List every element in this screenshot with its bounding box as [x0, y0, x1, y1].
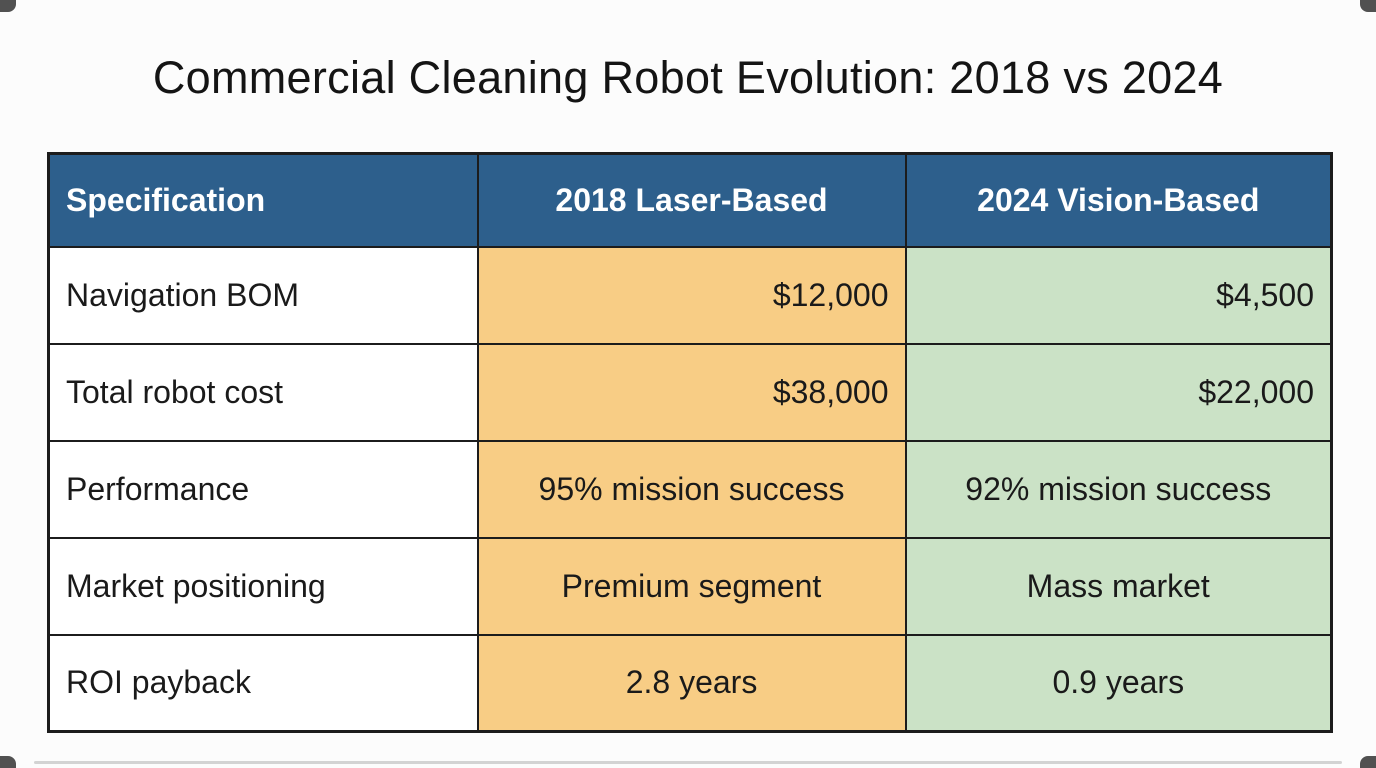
table-row: Navigation BOM $12,000 $4,500	[47, 245, 1333, 345]
value-2018-roi-payback: 2.8 years	[476, 633, 907, 733]
column-header-2018-laser: 2018 Laser-Based	[476, 152, 907, 248]
table-row: Performance 95% mission success 92% miss…	[47, 439, 1333, 539]
bottom-edge-artifact	[34, 761, 1342, 764]
spec-cell-navigation-bom: Navigation BOM	[47, 245, 479, 345]
spec-cell-total-robot-cost: Total robot cost	[47, 342, 479, 442]
corner-artifact	[1360, 756, 1376, 768]
spec-cell-performance: Performance	[47, 439, 479, 539]
value-2018-performance: 95% mission success	[476, 439, 907, 539]
page-title: Commercial Cleaning Robot Evolution: 201…	[152, 52, 1224, 103]
column-header-2024-vision: 2024 Vision-Based	[904, 152, 1333, 248]
table-row: Total robot cost $38,000 $22,000	[47, 342, 1333, 442]
spec-cell-roi-payback: ROI payback	[47, 633, 479, 733]
value-2024-market-positioning: Mass market	[904, 536, 1333, 636]
value-2024-navigation-bom: $4,500	[904, 245, 1333, 345]
column-header-specification: Specification	[47, 152, 479, 248]
header-row: Specification 2018 Laser-Based 2024 Visi…	[47, 152, 1333, 248]
spec-cell-market-positioning: Market positioning	[47, 536, 479, 636]
corner-artifact	[1360, 0, 1376, 12]
corner-artifact	[0, 756, 16, 768]
comparison-table: Specification 2018 Laser-Based 2024 Visi…	[47, 152, 1333, 733]
value-2024-roi-payback: 0.9 years	[904, 633, 1333, 733]
table-row: ROI payback 2.8 years 0.9 years	[47, 633, 1333, 733]
value-2024-performance: 92% mission success	[904, 439, 1333, 539]
value-2024-total-robot-cost: $22,000	[904, 342, 1333, 442]
corner-artifact	[0, 0, 16, 12]
value-2018-total-robot-cost: $38,000	[476, 342, 907, 442]
table-row: Market positioning Premium segment Mass …	[47, 536, 1333, 636]
value-2018-navigation-bom: $12,000	[476, 245, 907, 345]
value-2018-market-positioning: Premium segment	[476, 536, 907, 636]
